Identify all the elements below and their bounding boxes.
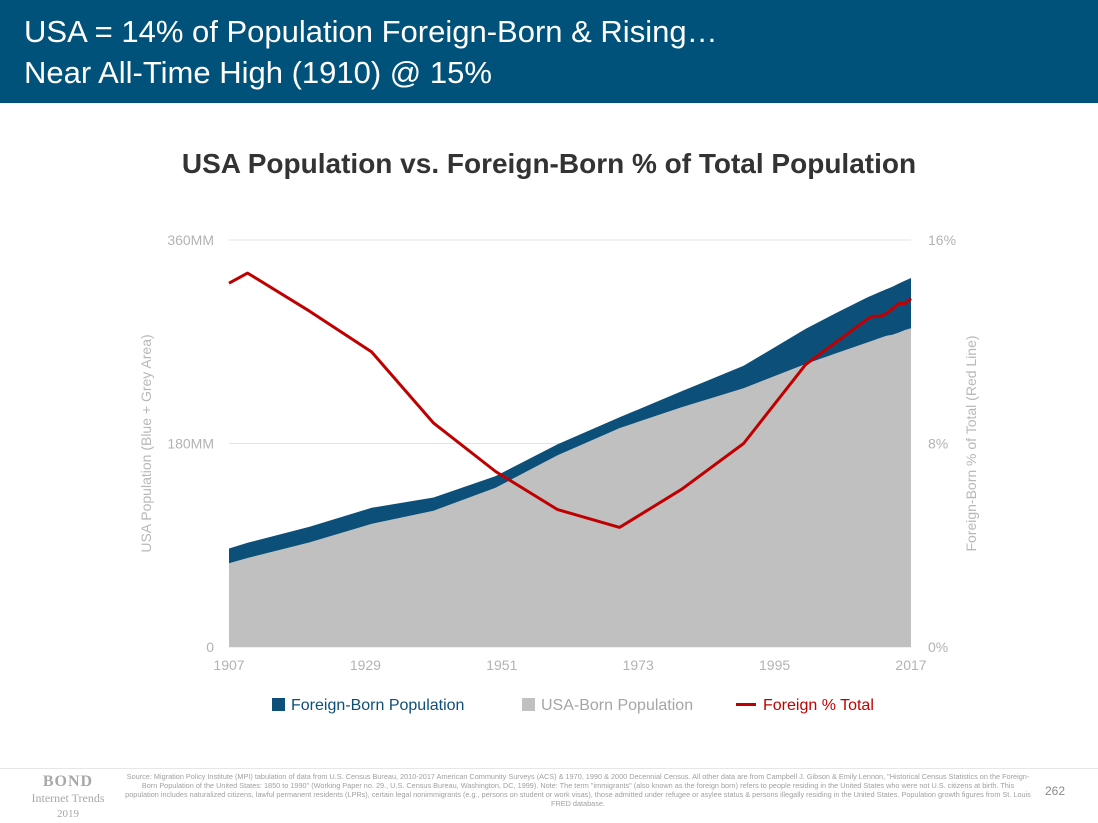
x-tick-label: 1907 (213, 657, 244, 673)
page-number: 262 (1045, 784, 1066, 798)
x-tick-label: 1973 (623, 657, 654, 673)
legend-item-usa-born: USA-Born Population (522, 697, 693, 715)
header-title-line-2: Near All-Time High (1910) @ 15% (24, 55, 492, 90)
x-tick-label: 1951 (486, 657, 517, 673)
legend-label-foreign-pct: Foreign % Total (763, 697, 874, 714)
y-left-axis-title: USA Population (Blue + Grey Area) (138, 334, 154, 552)
y-right-tick-label: 8% (928, 436, 948, 452)
header-title-line-1: USA = 14% of Population Foreign-Born & R… (24, 14, 718, 49)
footer-divider (0, 768, 1098, 769)
chart-title: USA Population vs. Foreign-Born % of Tot… (181, 148, 917, 179)
y-right-tick-label: 0% (928, 639, 948, 655)
series-area-usa-born (229, 328, 911, 647)
brand-logo-bond: BOND (42, 773, 94, 790)
source-note: Source: Migration Policy Institute (MPI)… (125, 772, 1031, 808)
series-area-foreign-born (229, 278, 911, 564)
x-tick-label: 1995 (759, 657, 790, 673)
legend-label-usa-born: USA-Born Population (541, 697, 694, 714)
header-banner: USA = 14% of Population Foreign-Born & R… (0, 0, 1098, 103)
y-right-axis-title: Foreign-Born % of Total (Red Line) (963, 335, 979, 551)
y-left-tick-label: 0 (206, 639, 214, 655)
legend-item-foreign-pct: Foreign % Total (736, 697, 874, 715)
brand-logo-year: 2019 (57, 808, 79, 820)
y-left-tick-label: 180MM (167, 436, 214, 452)
x-tick-label: 1929 (350, 657, 381, 673)
y-right-tick-label: 16% (928, 232, 956, 248)
brand-logo-internet-trends: Internet Trends (31, 791, 105, 805)
y-left-tick-label: 360MM (167, 232, 214, 248)
series-line-foreign-pct (228, 271, 912, 529)
legend-swatch-foreign-born (272, 698, 285, 711)
chart-canvas: 0 180MM 360MM 0% 8% 16% 1907 1929 1951 1973 1995 20… (138, 232, 979, 673)
x-tick-label: 2017 (895, 657, 926, 673)
legend-line-foreign-pct (736, 703, 756, 706)
legend-swatch-usa-born (522, 698, 535, 711)
legend-item-foreign-born: Foreign-Born Population (272, 697, 464, 715)
legend-label-foreign-born: Foreign-Born Population (291, 697, 465, 714)
